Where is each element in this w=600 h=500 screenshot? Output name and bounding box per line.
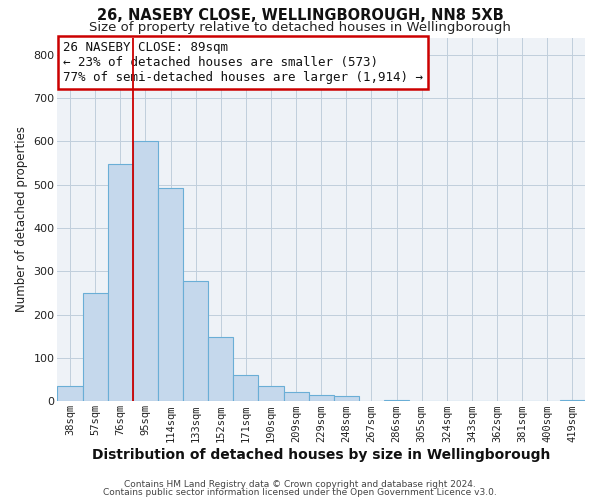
Text: Size of property relative to detached houses in Wellingborough: Size of property relative to detached ho… — [89, 21, 511, 34]
Bar — [384, 400, 409, 402]
Bar — [108, 164, 133, 402]
X-axis label: Distribution of detached houses by size in Wellingborough: Distribution of detached houses by size … — [92, 448, 550, 462]
Text: 26 NASEBY CLOSE: 89sqm
← 23% of detached houses are smaller (573)
77% of semi-de: 26 NASEBY CLOSE: 89sqm ← 23% of detached… — [63, 41, 423, 84]
Bar — [308, 395, 334, 402]
Bar — [334, 396, 359, 402]
Bar — [133, 140, 158, 402]
Bar — [208, 337, 233, 402]
Bar — [233, 376, 259, 402]
Text: 26, NASEBY CLOSE, WELLINGBOROUGH, NN8 5XB: 26, NASEBY CLOSE, WELLINGBOROUGH, NN8 5X… — [97, 8, 503, 22]
Bar — [284, 392, 308, 402]
Bar — [560, 400, 585, 402]
Bar — [183, 281, 208, 402]
Y-axis label: Number of detached properties: Number of detached properties — [15, 126, 28, 312]
Bar — [158, 188, 183, 402]
Bar — [259, 386, 284, 402]
Bar — [83, 293, 108, 402]
Text: Contains public sector information licensed under the Open Government Licence v3: Contains public sector information licen… — [103, 488, 497, 497]
Text: Contains HM Land Registry data © Crown copyright and database right 2024.: Contains HM Land Registry data © Crown c… — [124, 480, 476, 489]
Bar — [58, 386, 83, 402]
